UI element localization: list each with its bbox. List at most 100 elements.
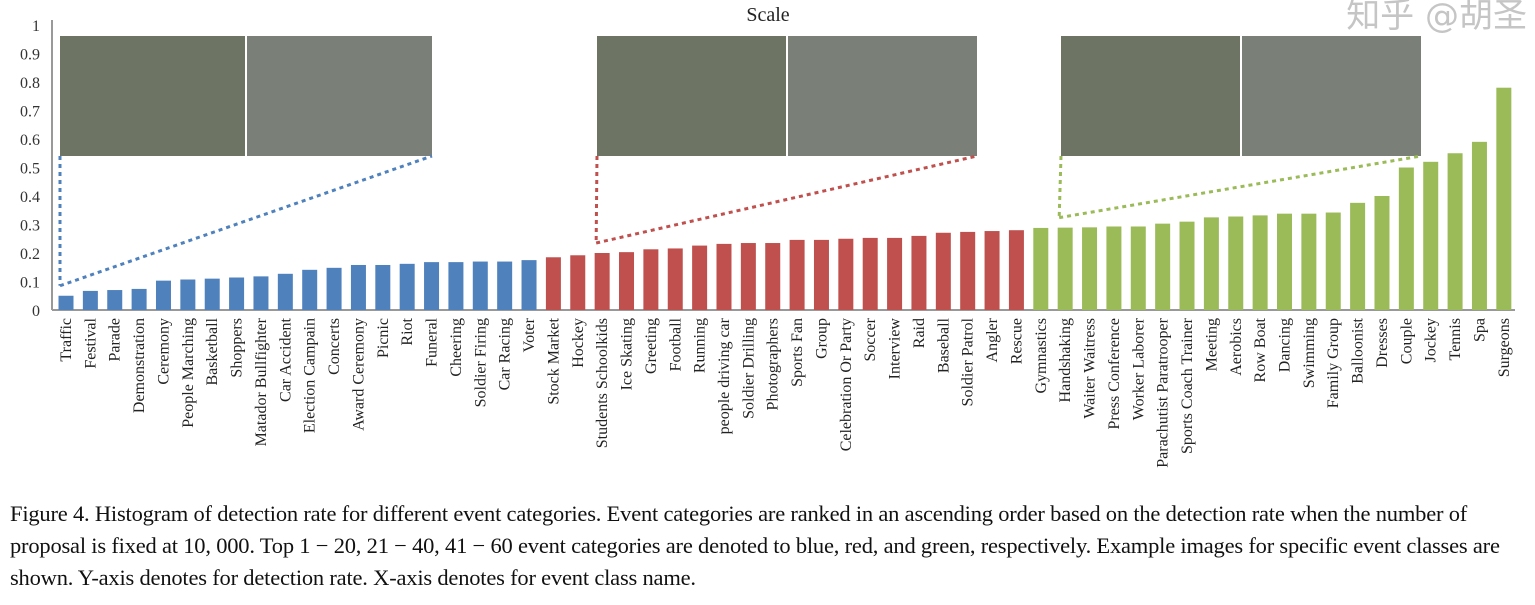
x-tick-label: Car Racing <box>497 318 514 390</box>
example-image <box>60 36 245 156</box>
x-tick-label: Festival <box>82 317 99 368</box>
bar <box>692 245 708 310</box>
x-tick-label: Dancing <box>1277 318 1294 372</box>
bar <box>1130 226 1146 310</box>
example-image <box>788 36 977 156</box>
bar <box>1155 223 1171 310</box>
x-tick-label: Press Conference <box>1106 318 1123 430</box>
bar <box>472 261 488 310</box>
x-tick-label: Award Ceremony <box>350 318 367 431</box>
x-tick-label: Row Boat <box>1252 317 1269 382</box>
y-tick-label: 0.3 <box>20 218 40 235</box>
bar <box>1106 226 1122 310</box>
y-tick-label: 0 <box>32 303 40 320</box>
x-tick-label: Group <box>813 318 830 359</box>
x-tick-label: Cheering <box>448 318 465 377</box>
bar <box>497 261 513 310</box>
bar <box>594 253 610 310</box>
x-tick-label: Aerobics <box>1228 318 1245 376</box>
x-tick-label: Ice Skating <box>619 318 636 390</box>
bar <box>302 269 318 310</box>
x-tick-label: Baseball <box>935 317 952 373</box>
bar <box>326 267 342 310</box>
x-tick-label: Waiter Waitress <box>1082 318 1099 419</box>
x-tick-label: Basketball <box>204 317 221 385</box>
x-tick-label: Balloonist <box>1350 317 1367 383</box>
x-tick-label: Surgeons <box>1496 318 1513 377</box>
x-tick-label: Gymnastics <box>1033 318 1050 394</box>
bar <box>1277 213 1292 310</box>
bar <box>155 280 171 310</box>
bar <box>1057 227 1073 310</box>
watermark: 知乎 @胡圣 <box>1346 0 1527 36</box>
x-tick-label: Interview <box>887 318 904 380</box>
x-tick-label: Soldier Patrol <box>960 317 977 406</box>
y-tick-label: 0.4 <box>20 189 40 206</box>
bar <box>229 277 245 310</box>
bar <box>1033 227 1049 310</box>
bar <box>570 255 586 310</box>
x-tick-label: Sports Coach Trainer <box>1179 317 1196 454</box>
bar <box>204 278 220 310</box>
bar <box>375 264 391 310</box>
chart-title: Scale <box>746 4 789 26</box>
bar <box>984 231 1000 310</box>
x-tick-label: Car Accident <box>277 317 294 402</box>
x-tick-label: Parade <box>107 318 124 362</box>
bar <box>82 290 98 310</box>
x-tick-label: people driving car <box>716 317 733 434</box>
bar <box>960 231 976 310</box>
bar <box>1325 212 1341 310</box>
bar <box>131 288 147 310</box>
x-tick-label: Couple <box>1398 318 1415 364</box>
x-tick-label: Students Schoolkids <box>594 318 611 448</box>
x-tick-label: Family Group <box>1325 318 1342 408</box>
bar <box>862 237 878 310</box>
x-tick-label: Sports Fan <box>789 318 806 387</box>
bar <box>1179 221 1195 310</box>
leader-line <box>1058 154 1422 220</box>
bar <box>424 262 440 310</box>
bar <box>667 248 683 310</box>
figure-caption: Figure 4. Histogram of detection rate fo… <box>10 501 1500 590</box>
bar <box>399 263 415 310</box>
bar <box>1496 87 1512 310</box>
bar <box>1350 202 1366 310</box>
x-tick-label: Photographers <box>765 318 782 410</box>
x-tick-label: Soccer <box>862 317 879 361</box>
example-image <box>1242 36 1421 156</box>
y-tick-label: 0.6 <box>20 132 40 149</box>
x-tick-label: Handshaking <box>1057 318 1074 402</box>
bar <box>643 249 659 310</box>
bar <box>716 243 732 310</box>
x-tick-label: Demonstration <box>131 318 148 413</box>
x-tick-label: Running <box>692 318 709 373</box>
bar <box>180 279 196 310</box>
y-tick-label: 1 <box>32 18 40 35</box>
bar <box>887 237 903 310</box>
x-tick-label: Greeting <box>643 318 660 374</box>
example-image <box>247 36 432 156</box>
x-tick-label: Picnic <box>375 318 392 358</box>
leader-line <box>594 155 599 244</box>
x-tick-label: Concerts <box>326 318 343 375</box>
example-image <box>597 36 786 156</box>
bar <box>253 276 269 310</box>
x-tick-label: Angler <box>984 317 1001 362</box>
x-tick-label: People Marching <box>180 318 197 428</box>
x-tick-label: Tennis <box>1447 318 1464 360</box>
y-tick-label: 0.8 <box>20 75 40 92</box>
bar <box>1082 227 1098 310</box>
x-tick-label: Election Campain <box>302 318 319 433</box>
x-tick-label: Football <box>667 317 684 371</box>
bar <box>350 264 366 310</box>
x-tick-label: Jockey <box>1423 318 1440 362</box>
y-tick-label: 0.2 <box>20 246 40 263</box>
y-tick-label: 0.1 <box>20 275 40 292</box>
x-tick-label: Worker Laborer <box>1130 317 1147 420</box>
x-tick-label: Celebration Or Party <box>838 318 855 451</box>
x-tick-label: Soldier Firing <box>472 318 489 407</box>
x-tick-label: Shoppers <box>229 318 246 378</box>
bar <box>107 290 123 310</box>
